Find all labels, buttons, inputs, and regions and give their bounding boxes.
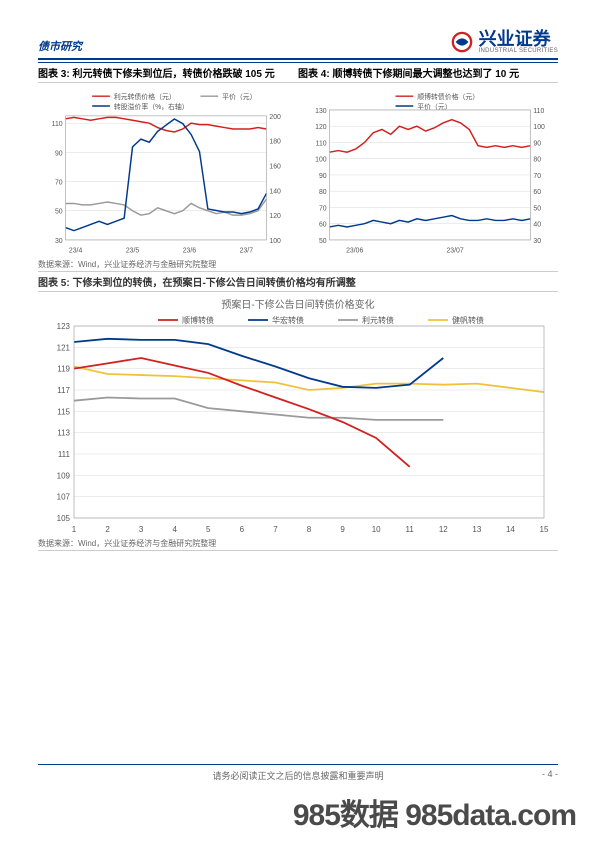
svg-text:110: 110: [52, 121, 63, 128]
chart-fig3: 利元转债价格（元） 平价（元） 转股溢价率（%，右轴） 30 50 70 90 110 100 1…: [38, 87, 294, 257]
chart-fig4: 顺博转债价格（元）平价（元）50607080901001101201303040…: [302, 87, 558, 257]
svg-text:60: 60: [533, 189, 541, 196]
svg-text:23/6: 23/6: [183, 248, 197, 255]
svg-text:117: 117: [57, 386, 70, 395]
svg-text:123: 123: [57, 322, 71, 331]
svg-text:70: 70: [55, 180, 63, 187]
svg-text:预案日-下修公告日间转债价格变化: 预案日-下修公告日间转债价格变化: [221, 298, 374, 311]
svg-text:180: 180: [269, 139, 281, 146]
svg-text:12: 12: [439, 525, 448, 534]
svg-text:70: 70: [319, 205, 327, 212]
svg-text:130: 130: [315, 108, 327, 115]
svg-text:110: 110: [316, 140, 327, 147]
brand-name: 兴业证券: [479, 30, 558, 48]
svg-text:90: 90: [319, 173, 327, 180]
svg-text:113: 113: [57, 429, 70, 438]
svg-text:80: 80: [533, 157, 541, 164]
svg-text:10: 10: [372, 525, 381, 534]
svg-text:健帆转债: 健帆转债: [452, 315, 484, 325]
svg-text:120: 120: [269, 213, 281, 220]
svg-text:6: 6: [240, 525, 245, 534]
svg-text:30: 30: [55, 238, 63, 245]
svg-text:11: 11: [406, 525, 415, 534]
svg-text:利元转债价格（元）: 利元转债价格（元）: [114, 92, 176, 101]
svg-text:50: 50: [55, 209, 63, 216]
logo-icon: [451, 31, 473, 53]
svg-text:119: 119: [57, 365, 70, 374]
page-header: 债市研究 兴业证券 INDUSTRIAL SECURITIES: [38, 30, 558, 60]
svg-text:30: 30: [533, 238, 541, 245]
brand: 兴业证券 INDUSTRIAL SECURITIES: [451, 30, 558, 54]
fig4-title: 图表 4: 顺博转债下修期间最大调整也达到了 10 元: [298, 65, 558, 80]
svg-text:105: 105: [57, 514, 71, 523]
svg-text:107: 107: [57, 493, 71, 502]
page-footer: 请务必阅读正文之后的信息披露和重要声明 - 4 -: [38, 764, 558, 782]
svg-text:60: 60: [319, 222, 327, 229]
watermark: 985数据 985data.com: [293, 790, 576, 834]
svg-text:160: 160: [269, 163, 281, 170]
svg-text:100: 100: [269, 238, 281, 245]
svg-text:100: 100: [315, 157, 327, 164]
svg-text:15: 15: [540, 525, 549, 534]
svg-text:23/06: 23/06: [346, 248, 363, 255]
brand-sub: INDUSTRIAL SECURITIES: [479, 48, 558, 54]
svg-text:50: 50: [319, 238, 327, 245]
footer-text: 请务必阅读正文之后的信息披露和重要声明: [212, 769, 383, 782]
svg-text:华宏转债: 华宏转债: [272, 315, 304, 325]
svg-text:14: 14: [506, 525, 515, 534]
svg-text:200: 200: [269, 114, 281, 121]
svg-text:121: 121: [57, 343, 71, 352]
svg-text:40: 40: [533, 222, 541, 229]
svg-text:90: 90: [533, 140, 541, 147]
svg-text:90: 90: [55, 150, 63, 157]
svg-text:115: 115: [57, 407, 70, 416]
svg-text:50: 50: [533, 205, 541, 212]
svg-text:1: 1: [72, 525, 77, 534]
svg-text:70: 70: [533, 173, 541, 180]
svg-text:80: 80: [319, 189, 327, 196]
svg-text:23/4: 23/4: [69, 248, 83, 255]
fig3-title: 图表 3: 利元转债下修未到位后，转债价格跌破 105 元: [38, 65, 298, 80]
svg-text:7: 7: [273, 525, 278, 534]
svg-text:5: 5: [206, 525, 211, 534]
source-5: 数据来源：Wind，兴业证券经济与金融研究院整理: [38, 538, 558, 551]
svg-text:13: 13: [472, 525, 481, 534]
svg-text:23/5: 23/5: [126, 248, 140, 255]
svg-text:顺博转债: 顺博转债: [182, 315, 214, 325]
svg-text:120: 120: [315, 124, 327, 131]
svg-text:140: 140: [269, 188, 281, 195]
svg-text:平价（元）: 平价（元）: [222, 93, 256, 101]
svg-text:110: 110: [533, 108, 544, 115]
svg-text:3: 3: [139, 525, 144, 534]
svg-text:9: 9: [340, 525, 345, 534]
svg-text:转股溢价率（%，右轴）: 转股溢价率（%，右轴）: [114, 102, 189, 111]
fig-row-titles: 图表 3: 利元转债下修未到位后，转债价格跌破 105 元 图表 4: 顺博转债…: [38, 62, 558, 83]
svg-text:23/07: 23/07: [446, 248, 463, 255]
svg-text:23/7: 23/7: [240, 248, 254, 255]
chart-fig5: 预案日-下修公告日间转债价格变化顺博转债华宏转债利元转债健帆转债10510710…: [38, 296, 558, 536]
svg-text:100: 100: [533, 124, 545, 131]
svg-text:利元转债: 利元转债: [362, 315, 394, 325]
svg-text:顺博转债价格（元）: 顺博转债价格（元）: [417, 92, 479, 101]
fig5-title: 图表 5: 下修未到位的转债，在预案日-下修公告日间转债价格均有所调整: [38, 272, 558, 292]
svg-text:4: 4: [172, 525, 177, 534]
source-34: 数据来源：Wind，兴业证券经济与金融研究院整理: [38, 259, 558, 272]
section-label: 债市研究: [38, 38, 82, 54]
page-number: - 4 -: [542, 769, 558, 779]
svg-text:111: 111: [58, 450, 71, 459]
svg-text:8: 8: [307, 525, 312, 534]
svg-text:109: 109: [57, 471, 71, 480]
svg-text:2: 2: [105, 525, 110, 534]
